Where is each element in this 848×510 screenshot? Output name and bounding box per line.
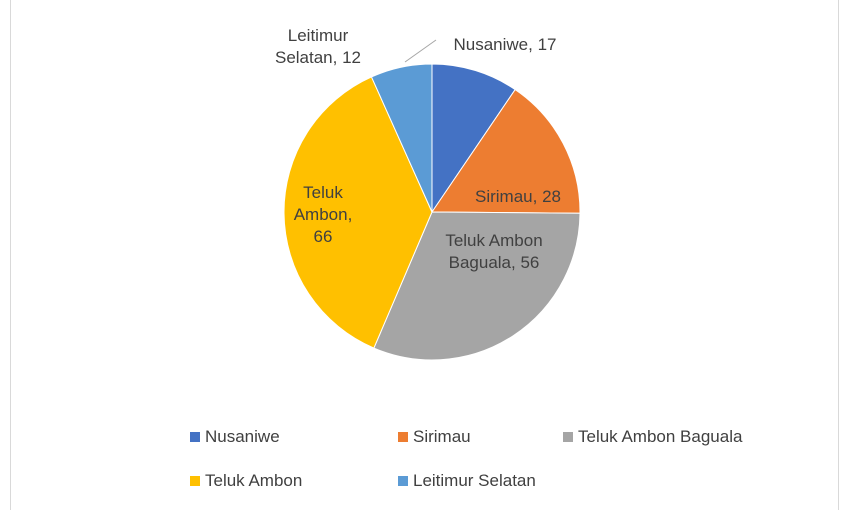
- legend-swatch: [398, 432, 408, 442]
- legend-swatch: [398, 476, 408, 486]
- legend-entry: Teluk Ambon Baguala: [563, 427, 742, 447]
- legend-label: Teluk Ambon: [205, 471, 303, 490]
- legend-swatch: [190, 476, 200, 486]
- legend-entry: Teluk Ambon: [190, 471, 302, 491]
- pie-slice: [283, 76, 433, 349]
- pie-slice: [431, 63, 516, 214]
- data-label: Sirimau, 28: [475, 187, 561, 206]
- legend-label: Teluk Ambon Baguala: [578, 427, 743, 446]
- legend-label: Sirimau: [413, 427, 471, 446]
- leader-line: [404, 39, 437, 63]
- pie-slice: [370, 63, 433, 213]
- legend-label: Nusaniwe: [205, 427, 280, 446]
- legend-entry: Nusaniwe: [190, 427, 280, 447]
- legend-label: Leitimur Selatan: [413, 471, 536, 490]
- pie-slice: [431, 88, 581, 214]
- legend-swatch: [190, 432, 200, 442]
- legend-entry: Leitimur Selatan: [398, 471, 536, 491]
- data-label: Teluk Ambon Baguala, 56: [445, 231, 543, 272]
- data-label: Nusaniwe, 17: [453, 35, 557, 54]
- chart-border: [10, 0, 839, 510]
- data-label: Teluk Ambon, 66: [293, 183, 353, 246]
- pie-slice: [373, 211, 581, 361]
- data-label: Leitimur Selatan, 12: [274, 26, 361, 67]
- legend-swatch: [563, 432, 573, 442]
- legend-entry: Sirimau: [398, 427, 471, 447]
